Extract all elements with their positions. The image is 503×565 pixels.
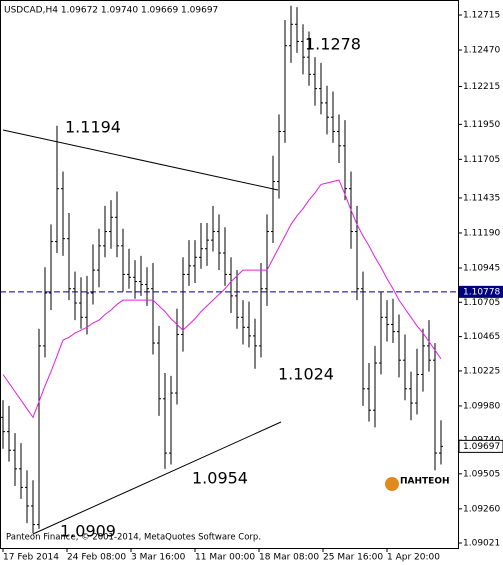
y-tick-label: 1.11950 (463, 120, 500, 130)
watermark: Panteon Finance, © 2001-2014, MetaQuotes… (6, 533, 261, 543)
plot-frame (0, 0, 459, 549)
y-tick-label: 1.12215 (463, 82, 500, 92)
y-tick-label: 1.10225 (463, 366, 500, 376)
logo-icon (385, 477, 399, 491)
y-tick-label: 1.11705 (463, 155, 500, 165)
logo-text: ПАНТЕОН (400, 477, 450, 487)
x-tick-label: 18 Mar 08:00 (259, 553, 319, 563)
y-tick-label: 1.11435 (463, 193, 500, 203)
y-tick-label: 1.11190 (463, 228, 500, 238)
y-tick-label: 1.10465 (463, 332, 500, 342)
annotation: 1.1194 (65, 118, 121, 137)
bid-box (458, 439, 503, 453)
x-tick-label: 3 Mar 16:00 (131, 553, 186, 563)
chart-title: USDCAD,H4 1.09672 1.09740 1.09669 1.0969… (4, 6, 218, 16)
y-tick-label: 1.09021 (463, 538, 500, 548)
annotation: 1.0909 (60, 522, 116, 541)
y-tick-label: 1.12715 (463, 11, 500, 21)
annotation: 1.1278 (305, 35, 361, 54)
price-label: 1.10778 (463, 287, 500, 297)
y-tick-label: 1.09505 (463, 469, 500, 479)
y-tick-label: 1.10945 (463, 263, 500, 273)
y-tick-label: 1.09980 (463, 401, 500, 411)
annotation: 1.0954 (192, 469, 248, 488)
trend-line (2, 129, 279, 191)
y-tick-label: 1.10705 (463, 298, 500, 308)
x-tick-label: 1 Apr 20:00 (387, 553, 440, 563)
x-tick-label: 25 Mar 16:00 (323, 553, 383, 563)
y-tick-label: 1.09260 (463, 504, 500, 514)
x-tick-label: 17 Feb 2014 (3, 553, 59, 563)
annotation: 1.1024 (278, 365, 334, 384)
x-tick-label: 24 Feb 08:00 (67, 553, 126, 563)
bid-label: 1.09697 (463, 442, 500, 452)
y-tick-label: 1.12470 (463, 46, 500, 56)
price-box (459, 285, 503, 298)
trend-line (32, 421, 282, 535)
x-tick-label: 11 Mar 00:00 (195, 553, 255, 563)
